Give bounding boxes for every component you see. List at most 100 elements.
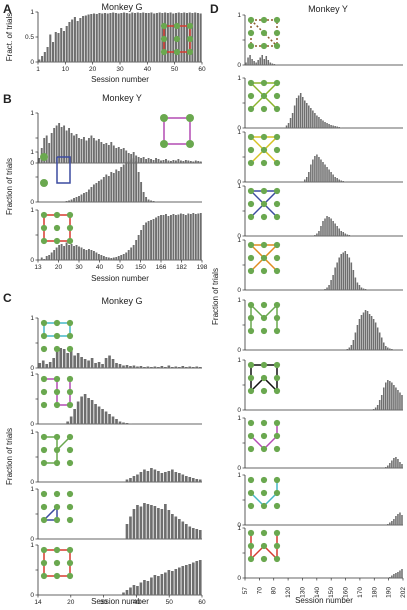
y-axis-label: Fract. of trials xyxy=(5,13,14,61)
bar xyxy=(102,177,105,202)
bar xyxy=(139,472,143,482)
node-dot xyxy=(247,241,255,249)
bar xyxy=(76,353,80,368)
stimulus-icon xyxy=(247,301,281,335)
bar xyxy=(387,347,389,350)
x-axis-label: Session number xyxy=(91,274,149,283)
y-tick-label: 0 xyxy=(237,233,241,240)
bar xyxy=(160,366,164,368)
node-dot xyxy=(66,559,74,567)
bar xyxy=(73,198,75,202)
stimulus-icon xyxy=(247,241,281,275)
bar xyxy=(112,145,115,163)
bar xyxy=(194,12,197,62)
bar xyxy=(401,395,403,410)
bar xyxy=(334,177,336,182)
node-dot xyxy=(260,29,268,37)
node-dot xyxy=(160,140,168,148)
bar xyxy=(192,161,195,163)
bar xyxy=(332,125,334,128)
bar xyxy=(195,561,199,595)
stimulus-icon xyxy=(247,16,281,50)
bar xyxy=(153,506,157,539)
node-dot xyxy=(273,529,281,537)
bar xyxy=(135,240,138,260)
bar xyxy=(50,133,53,163)
bar xyxy=(38,158,41,163)
bar xyxy=(92,13,96,62)
bar xyxy=(395,457,397,468)
node-dot xyxy=(53,375,61,383)
stimulus-icon xyxy=(40,375,74,409)
bar xyxy=(399,512,401,525)
subplot: 01 xyxy=(237,472,403,529)
bar xyxy=(198,530,202,539)
bar xyxy=(78,246,80,260)
bar xyxy=(155,13,158,62)
y-tick-label: 1 xyxy=(237,12,241,19)
bar xyxy=(125,524,129,539)
bar xyxy=(143,580,146,595)
bar xyxy=(54,32,57,62)
x-tick-label: 20 xyxy=(67,599,75,606)
bar xyxy=(157,471,160,482)
node-dot xyxy=(40,446,48,454)
bar xyxy=(336,178,338,182)
bar xyxy=(389,577,391,578)
bar xyxy=(69,416,73,424)
y-tick-label: 1 xyxy=(237,525,241,532)
bar xyxy=(114,13,117,62)
bar xyxy=(142,192,145,202)
node-dot xyxy=(53,546,61,554)
bar xyxy=(297,95,300,128)
bar xyxy=(389,348,391,350)
y-axis-label: Fraction of trials xyxy=(5,428,14,485)
subplot: 0 1 14 20 30 40 50 60 xyxy=(30,542,206,606)
bar xyxy=(198,479,202,482)
node-dot xyxy=(186,140,194,148)
bar xyxy=(342,181,345,182)
bar xyxy=(80,247,83,260)
bar xyxy=(259,57,261,65)
panel-c: C Monkey G xyxy=(3,291,143,306)
x-axis-label: Session number xyxy=(91,75,149,84)
bar xyxy=(129,587,132,595)
bar xyxy=(378,332,381,350)
node-dot xyxy=(66,546,74,554)
bar xyxy=(164,472,167,482)
node-dot xyxy=(40,237,48,245)
node-dot xyxy=(247,476,255,484)
stimulus-icon xyxy=(247,419,281,453)
bar xyxy=(130,159,133,202)
bar xyxy=(60,28,63,62)
bar xyxy=(43,52,46,62)
bar xyxy=(348,347,351,350)
node-dot xyxy=(66,237,74,245)
bar xyxy=(136,586,139,595)
y-tick-label: 1 xyxy=(30,315,34,322)
bar xyxy=(320,159,322,182)
bar xyxy=(160,473,164,482)
node-dot xyxy=(260,555,268,563)
bar xyxy=(340,180,342,182)
bar xyxy=(87,249,90,260)
bar xyxy=(73,135,75,163)
node-dot xyxy=(40,388,48,396)
bar xyxy=(90,400,94,424)
bar xyxy=(145,222,148,260)
bar xyxy=(87,398,90,424)
stimulus-icon xyxy=(40,546,74,580)
bar xyxy=(125,13,128,62)
node-dot xyxy=(40,516,48,524)
path-line xyxy=(250,480,278,508)
x-tick-label: 80 xyxy=(271,587,278,595)
node-dot xyxy=(40,153,48,161)
bar xyxy=(66,353,69,368)
bar xyxy=(115,257,118,260)
bar xyxy=(245,62,247,65)
node-dot xyxy=(247,361,255,369)
bar xyxy=(247,57,249,65)
bar xyxy=(139,506,143,539)
node-dot xyxy=(247,502,255,510)
bar xyxy=(338,228,340,236)
